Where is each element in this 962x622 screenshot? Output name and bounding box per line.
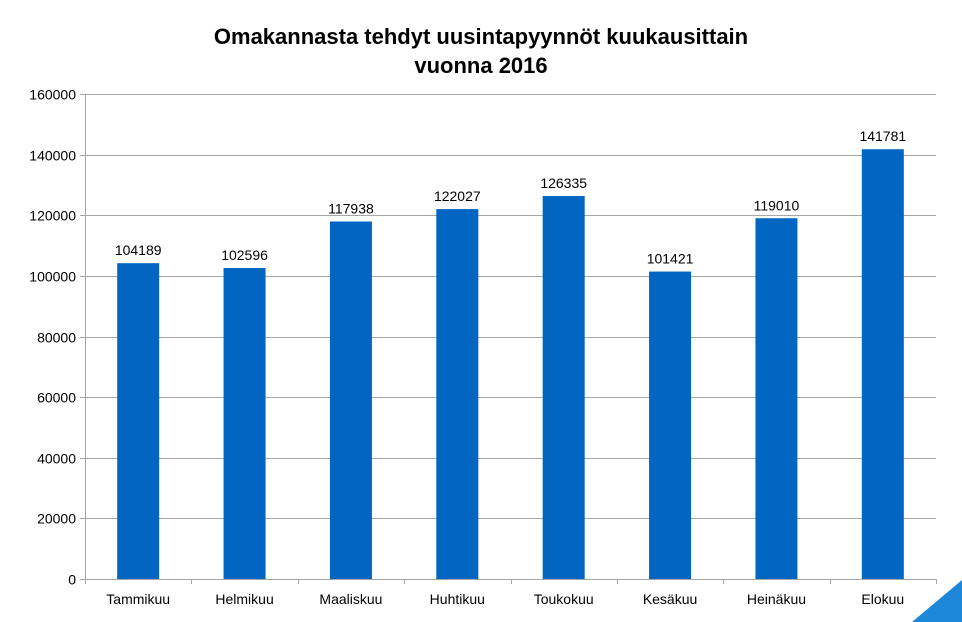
x-tick-labels: Tammikuu Helmikuu Maaliskuu Huhtikuu Toukoku…: [106, 591, 904, 607]
data-label: 101421: [647, 251, 694, 267]
y-tick-label: 20000: [37, 511, 76, 527]
bar-kesäkuu: [649, 271, 692, 579]
axes: [80, 94, 937, 584]
bar-huhtikuu: [436, 209, 479, 579]
y-tick-label: 160000: [29, 87, 76, 103]
y-tick-label: 120000: [29, 208, 76, 224]
x-tick-label: Elokuu: [861, 591, 904, 607]
chart-title-line-2: vuonna 2016: [414, 53, 547, 78]
y-tick-labels: 0 20000 40000 60000 80000 100000 120000 140000 1…: [29, 87, 76, 588]
y-tick-label: 40000: [37, 451, 76, 467]
data-labels: 104189 102596 117938 122027 126335 101421 1190…: [115, 128, 907, 266]
y-tick-label: 60000: [37, 390, 76, 406]
bar-helmikuu: [223, 268, 266, 579]
bars: [117, 149, 904, 580]
bar-tammikuu: [117, 263, 160, 579]
data-label: 102596: [221, 247, 268, 263]
x-tick-label: Helmikuu: [215, 591, 273, 607]
x-tick-label: Tammikuu: [106, 591, 170, 607]
gridlines: [85, 94, 936, 519]
x-tick-label: Huhtikuu: [430, 591, 485, 607]
x-tick-label: Kesäkuu: [643, 591, 697, 607]
bar-elokuu: [861, 149, 904, 579]
bar-toukokuu: [542, 196, 585, 579]
y-tick-label: 80000: [37, 330, 76, 346]
data-label: 119010: [754, 197, 800, 213]
data-label: 141781: [859, 128, 906, 144]
data-label: 126335: [540, 175, 587, 191]
y-tick-label: 0: [68, 572, 76, 588]
data-label: 104189: [115, 242, 162, 258]
data-label: 122027: [434, 188, 481, 204]
data-label: 117938: [328, 201, 374, 217]
bar-maaliskuu: [329, 221, 372, 580]
x-tick-label: Heinäkuu: [747, 591, 806, 607]
y-tick-label: 100000: [29, 269, 76, 285]
y-tick-label: 140000: [29, 148, 76, 164]
x-tick-label: Toukokuu: [534, 591, 594, 607]
x-tick-label: Maaliskuu: [319, 591, 382, 607]
chart-title-line-1: Omakannasta tehdyt uusintapyynnöt kuukau…: [214, 24, 748, 49]
bar-heinäkuu: [755, 218, 798, 580]
corner-accent-decoration: [912, 580, 962, 622]
